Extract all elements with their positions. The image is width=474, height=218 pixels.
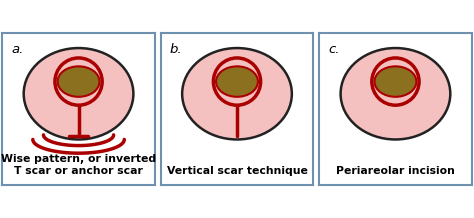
Text: Vertical scar technique: Vertical scar technique (166, 166, 308, 176)
Ellipse shape (24, 48, 133, 140)
Text: a.: a. (11, 43, 24, 56)
Text: b.: b. (170, 43, 182, 56)
Ellipse shape (58, 66, 100, 97)
Text: Periareolar incision: Periareolar incision (336, 166, 455, 176)
Ellipse shape (213, 58, 261, 105)
Ellipse shape (374, 66, 416, 97)
Ellipse shape (341, 48, 450, 140)
Text: c.: c. (328, 43, 340, 56)
Text: Wise pattern, or inverted
T scar or anchor scar: Wise pattern, or inverted T scar or anch… (1, 154, 156, 176)
Ellipse shape (55, 58, 102, 105)
Ellipse shape (216, 66, 258, 97)
Ellipse shape (182, 48, 292, 140)
Ellipse shape (372, 58, 419, 105)
